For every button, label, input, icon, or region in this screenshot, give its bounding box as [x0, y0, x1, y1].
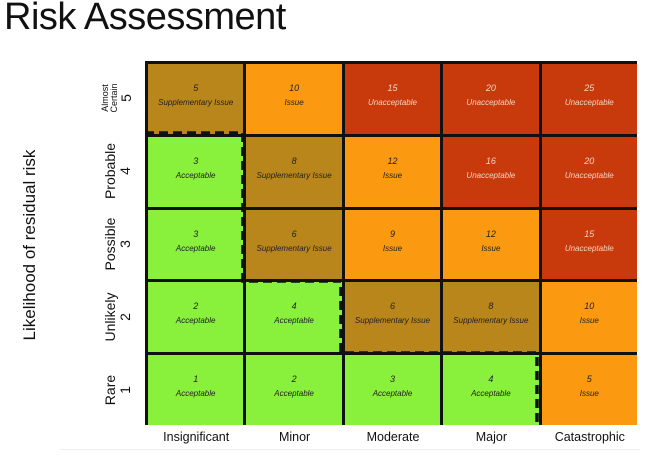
risk-cell: 2 Acceptable [246, 355, 342, 425]
risk-level-label: Unacceptable [564, 170, 614, 180]
y-axis-label: Likelihood of residual risk [20, 149, 39, 341]
risk-level-label: Supplementary Issue [354, 316, 431, 326]
risk-score: 6 [389, 301, 395, 312]
row-label-number: 2 [117, 312, 133, 321]
risk-score: 3 [193, 155, 199, 166]
risk-cell: 4 Acceptable [443, 355, 539, 425]
risk-score: 12 [387, 155, 398, 166]
risk-level-label: Acceptable [175, 389, 216, 399]
risk-level-label: Issue [284, 98, 304, 107]
row-label-name: Almost Certain [100, 83, 120, 113]
risk-score: 8 [291, 155, 297, 166]
page-title: Risk Assessment [4, 0, 286, 38]
risk-cell: 6 Supplementary Issue [246, 209, 342, 280]
risk-score: 10 [584, 301, 595, 312]
risk-level-label: Unacceptable [564, 98, 614, 107]
column-label: Major [475, 430, 508, 444]
row-label-name: Rare [101, 374, 118, 405]
risk-cell: 20 Unacceptable [443, 64, 539, 134]
risk-matrix-grid: 5 Supplementary Issue 10 Issue 15 Unacceptabl… [145, 61, 637, 425]
risk-level-label: Issue [481, 243, 501, 253]
risk-cell: 5 Issue [541, 355, 637, 425]
risk-cell: 12 Issue [344, 136, 441, 207]
risk-score: 4 [291, 301, 297, 312]
risk-score: 3 [389, 374, 395, 385]
risk-cell: 3 Acceptable [344, 355, 441, 425]
column-label: Moderate [366, 430, 420, 444]
risk-cell: 9 Issue [344, 209, 441, 280]
risk-score: 2 [291, 374, 297, 385]
row-label: Almost Certain 5 [83, 63, 153, 133]
risk-score: 3 [193, 228, 199, 239]
risk-level-label: Supplementary Issue [256, 243, 332, 253]
column-label: Minor [278, 430, 311, 444]
risk-score: 9 [389, 228, 395, 239]
risk-level-label: Issue [579, 389, 599, 399]
footer-rule [60, 449, 640, 450]
risk-level-label: Acceptable [471, 389, 511, 399]
risk-score: 25 [584, 83, 595, 93]
risk-score: 5 [586, 374, 592, 385]
risk-level-label: Unacceptable [564, 243, 614, 253]
row-label-number: 1 [117, 385, 133, 394]
risk-level-label: Issue [382, 243, 403, 253]
row-label: Possible 3 [83, 209, 153, 279]
risk-cell: 2 Acceptable [148, 282, 244, 353]
row-label-number: 5 [118, 94, 135, 103]
risk-level-label: Unacceptable [466, 98, 516, 107]
risk-cell: 3 Acceptable [148, 136, 244, 207]
row-label-name: Unlikely [101, 292, 118, 342]
risk-cell: 8 Supplementary Issue [443, 282, 539, 353]
row-label-name: Probable [101, 143, 118, 200]
risk-level-label: Issue [579, 316, 599, 326]
row-label-number: 4 [117, 167, 133, 176]
risk-score: 5 [193, 83, 199, 93]
row-label-name: Possible [101, 217, 118, 271]
risk-cell: 4 Acceptable [246, 282, 342, 353]
risk-cell: 10 Issue [541, 282, 637, 353]
risk-score: 20 [485, 83, 496, 93]
risk-level-label: Unacceptable [368, 98, 417, 107]
risk-cell: 20 Unacceptable [541, 136, 637, 207]
risk-cell: 8 Supplementary Issue [246, 136, 342, 207]
risk-cell: 5 Supplementary Issue [148, 64, 244, 134]
risk-cell: 1 Acceptable [148, 355, 244, 425]
risk-level-label: Acceptable [274, 316, 314, 326]
risk-score: 1 [193, 374, 199, 385]
risk-cell: 6 Supplementary Issue [344, 282, 441, 353]
risk-score: 15 [387, 83, 398, 93]
row-label: Unlikely 2 [83, 282, 153, 352]
risk-cell: 16 Unacceptable [443, 136, 539, 207]
risk-score: 15 [584, 228, 595, 239]
risk-score: 6 [291, 228, 297, 239]
risk-level-label: Unacceptable [466, 170, 516, 180]
risk-level-label: Issue [382, 170, 403, 180]
risk-cell: 10 Issue [246, 64, 342, 134]
risk-score: 12 [485, 228, 496, 239]
risk-cell: 15 Unacceptable [344, 64, 441, 134]
risk-level-label: Supplementary Issue [256, 170, 332, 180]
risk-cell: 25 Unacceptable [541, 64, 637, 134]
risk-level-label: Acceptable [372, 389, 413, 399]
risk-level-label: Acceptable [175, 243, 216, 253]
risk-cell: 3 Acceptable [148, 209, 244, 280]
risk-level-label: Supplementary Issue [453, 316, 529, 326]
risk-level-label: Acceptable [175, 316, 216, 326]
row-label: Probable 4 [83, 136, 153, 206]
risk-cell: 15 Unacceptable [541, 209, 637, 280]
risk-level-label: Acceptable [274, 389, 314, 399]
risk-level-label: Supplementary Issue [158, 98, 234, 107]
risk-score: 8 [488, 301, 494, 312]
risk-level-label: Acceptable [175, 170, 216, 180]
column-label: Catastrophic [554, 430, 625, 444]
risk-cell: 12 Issue [443, 209, 539, 280]
risk-score: 20 [584, 155, 595, 166]
risk-score: 4 [488, 374, 494, 385]
risk-score: 10 [289, 83, 300, 93]
risk-score: 16 [485, 155, 496, 166]
row-label: Rare 1 [83, 355, 153, 425]
risk-score: 2 [193, 301, 199, 312]
row-label-number: 3 [117, 240, 133, 248]
column-label: Insignificant [163, 430, 230, 444]
